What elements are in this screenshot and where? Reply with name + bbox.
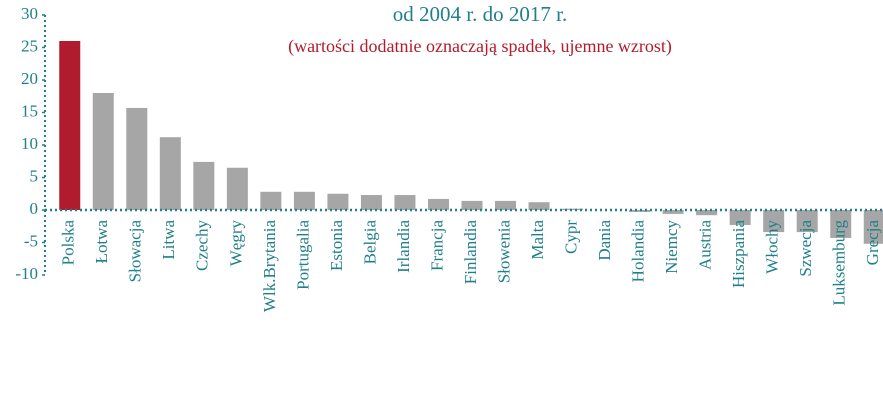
bar xyxy=(293,191,315,210)
bar xyxy=(59,41,81,210)
x-tick-label: Estonia xyxy=(327,220,346,271)
x-tick-label: Węgry xyxy=(226,220,245,267)
x-tick-label: Finlandia xyxy=(461,220,480,285)
x-tick-label: Łotwa xyxy=(92,220,111,264)
y-tick-label: -10 xyxy=(15,264,38,283)
x-tick-label: Holandia xyxy=(629,220,648,283)
x-tick-label: Szwecja xyxy=(796,220,815,277)
y-tick-label: 0 xyxy=(30,199,39,218)
x-tick-label: Polska xyxy=(59,220,78,266)
x-tick-label: Luksemburg xyxy=(830,220,849,306)
y-tick-label: 25 xyxy=(21,36,38,55)
bar xyxy=(92,93,114,210)
bar xyxy=(360,195,382,210)
bar xyxy=(528,202,550,210)
chart-title: od 2004 r. do 2017 r. xyxy=(393,2,567,26)
bar xyxy=(394,195,416,210)
y-tick-label: 10 xyxy=(21,134,38,153)
x-tick-label: Portugalia xyxy=(293,220,312,290)
bar xyxy=(427,198,449,210)
bar xyxy=(159,137,181,210)
y-tick-label: 20 xyxy=(21,69,38,88)
bar xyxy=(495,200,517,210)
bar xyxy=(193,161,215,210)
bar xyxy=(662,210,684,214)
x-tick-label: Francja xyxy=(427,220,446,271)
bar xyxy=(226,167,248,210)
chart-subtitle: (wartości dodatnie oznaczają spadek, uje… xyxy=(288,36,672,57)
bar xyxy=(629,210,651,212)
bar xyxy=(796,210,818,233)
bar xyxy=(830,210,852,238)
y-tick-label: 15 xyxy=(21,101,38,120)
y-tick-label: 30 xyxy=(21,4,38,23)
x-tick-label: Irlandia xyxy=(394,220,413,273)
bar xyxy=(562,208,584,210)
bar xyxy=(260,191,282,210)
x-tick-label: Dania xyxy=(595,220,614,261)
x-tick-label: Malta xyxy=(528,220,547,260)
bar xyxy=(327,193,349,210)
bar xyxy=(126,107,148,210)
y-tick-label: -5 xyxy=(24,231,38,250)
x-tick-label: Niemcy xyxy=(662,220,681,274)
x-tick-label: Austria xyxy=(696,220,715,271)
x-tick-label: Słowacja xyxy=(126,220,145,283)
x-tick-label: Słowenia xyxy=(494,220,513,284)
x-tick-label: Grecja xyxy=(863,220,882,266)
bar xyxy=(863,210,883,244)
x-tick-label: Czechy xyxy=(193,220,212,271)
bar xyxy=(696,210,718,216)
y-tick-label: 5 xyxy=(30,166,39,185)
bar xyxy=(461,200,483,210)
x-tick-label: Wlk.Brytania xyxy=(260,220,279,313)
x-tick-label: Włochy xyxy=(763,220,782,274)
x-tick-label: Cypr xyxy=(561,220,580,254)
bar xyxy=(763,210,785,233)
bar xyxy=(729,210,751,225)
x-tick-label: Litwa xyxy=(159,220,178,260)
x-tick-label: Hiszpania xyxy=(729,220,748,288)
x-tick-label: Belgia xyxy=(360,220,379,265)
